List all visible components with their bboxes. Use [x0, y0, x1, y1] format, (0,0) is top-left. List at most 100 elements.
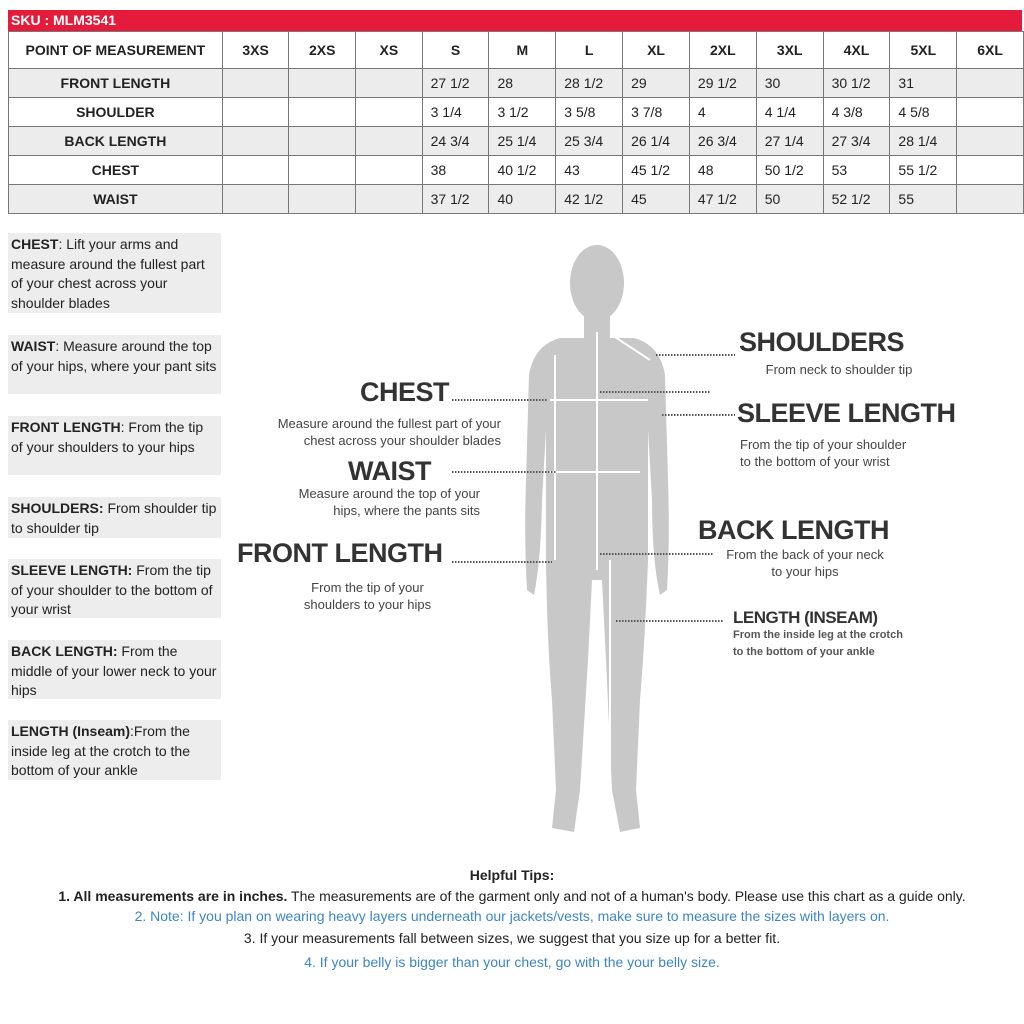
table-cell: 28: [488, 68, 557, 98]
table-cell: 25 1/4: [488, 126, 557, 156]
table-cell: 40: [488, 184, 557, 214]
note-text: : From the tip of your shoulders to your…: [11, 419, 204, 455]
note-item: LENGTH (Inseam):From the inside leg at t…: [8, 720, 221, 780]
note-item: SHOULDERS: From shoulder tip to shoulder…: [8, 497, 221, 538]
column-header: 3XL: [755, 31, 824, 69]
table-cell: 45 1/2: [622, 155, 690, 185]
table-cell: [355, 184, 423, 214]
chest-desc: Measure around the fullest part of your …: [277, 416, 501, 448]
row-label: BACK LENGTH: [8, 126, 223, 156]
back-desc: From the back of your neck to your hips: [726, 547, 884, 579]
table-cell: 47 1/2: [688, 184, 757, 214]
table-cell: [288, 68, 357, 98]
size-chart-table: POINT OF MEASUREMENT 3XS 2XS XS S M L XL 2XL 3XL 4…: [8, 31, 1024, 214]
table-cell: 3 5/8: [555, 97, 624, 127]
note-term: WAIST: [11, 338, 56, 354]
note-term: BACK LENGTH:: [11, 643, 118, 659]
note-text: From shoulder tip to shoulder tip: [11, 500, 217, 536]
note-text: From the tip of your shoulder to the bot…: [11, 562, 213, 617]
table-cell: 3 1/4: [421, 97, 490, 127]
table-cell: 26 3/4: [688, 126, 757, 156]
column-header: L: [555, 31, 624, 69]
table-cell: 24 3/4: [421, 126, 490, 156]
table-cell: 45: [622, 184, 690, 214]
front-desc: From the tip of your shoulders to your h…: [303, 580, 432, 612]
note-text: : Lift your arms and measure around the …: [11, 236, 205, 311]
column-header: POINT OF MEASUREMENT: [8, 31, 223, 69]
inseam-desc: From the inside leg at the crotch to the…: [733, 629, 903, 658]
note-text: :From the inside leg at the crotch to th…: [11, 723, 190, 778]
table-cell: [956, 126, 1024, 156]
table-cell: 4: [688, 97, 757, 127]
note-term: SHOULDERS:: [11, 500, 104, 516]
table-cell: [355, 126, 423, 156]
note-item: SLEEVE LENGTH: From the tip of your shou…: [8, 559, 221, 618]
table-cell: 26 1/4: [622, 126, 690, 156]
back-title: BACK LENGTH: [698, 515, 890, 545]
table-cell: [956, 97, 1024, 127]
waist-title: WAIST: [348, 456, 432, 486]
column-header: XL: [622, 31, 690, 69]
sleeve-desc: From the tip of your shoulder to the bot…: [740, 437, 907, 469]
table-cell: 50: [755, 184, 824, 214]
note-term: LENGTH (Inseam): [11, 723, 131, 739]
inseam-title: LENGTH (INSEAM): [733, 608, 878, 627]
table-row: CHEST 38 40 1/2 43 45 1/2 48 50 1/2 53 55 1/2: [8, 155, 1024, 185]
waist-desc: Measure around the top of your hips, whe…: [298, 486, 480, 518]
note-text: : Measure around the top of your hips, w…: [11, 338, 217, 374]
tips-title: Helpful Tips:: [469, 867, 555, 883]
table-cell: [221, 68, 290, 98]
table-cell: [288, 184, 357, 214]
chest-title: CHEST: [360, 377, 450, 407]
table-cell: 29 1/2: [688, 68, 757, 98]
table-cell: 30: [755, 68, 824, 98]
table-cell: 40 1/2: [488, 155, 557, 185]
column-header: M: [488, 31, 557, 69]
column-header: S: [421, 31, 490, 69]
table-cell: [956, 155, 1024, 185]
table-cell: 27 3/4: [822, 126, 891, 156]
row-label: SHOULDER: [8, 97, 223, 127]
column-header: 5XL: [889, 31, 958, 69]
table-cell: 55 1/2: [889, 155, 958, 185]
row-label: CHEST: [8, 155, 223, 185]
column-header: 2XS: [288, 31, 357, 69]
table-header-row: POINT OF MEASUREMENT 3XS 2XS XS S M L XL 2XL 3XL 4…: [8, 31, 1024, 69]
table-cell: 4 5/8: [889, 97, 958, 127]
table-cell: [956, 68, 1024, 98]
table-cell: 28 1/2: [555, 68, 624, 98]
shoulders-title: SHOULDERS: [739, 327, 905, 357]
front-title: FRONT LENGTH: [237, 538, 443, 568]
table-cell: 42 1/2: [555, 184, 624, 214]
row-label: FRONT LENGTH: [8, 68, 223, 98]
table-cell: [956, 184, 1024, 214]
table-cell: 31: [889, 68, 958, 98]
note-text: From the middle of your lower neck to yo…: [11, 643, 217, 698]
note-item: CHEST: Lift your arms and measure around…: [8, 233, 221, 313]
table-cell: [355, 68, 423, 98]
table-cell: [221, 97, 290, 127]
shoulders-desc: From neck to shoulder tip: [765, 362, 913, 377]
note-term: FRONT LENGTH: [11, 419, 121, 435]
tip-4: 4. If your belly is bigger than your che…: [304, 954, 720, 970]
note-item: WAIST: Measure around the top of your hi…: [8, 335, 221, 394]
tip-1-bold: 1. All measurements are in inches.: [58, 888, 288, 904]
note-term: SLEEVE LENGTH:: [11, 562, 133, 578]
tip-2: 2. Note: If you plan on wearing heavy la…: [134, 908, 890, 924]
table-cell: [355, 97, 423, 127]
tip-1: 1. All measurements are in inches. The m…: [0, 888, 1024, 904]
table-cell: 48: [688, 155, 757, 185]
table-cell: 55: [889, 184, 958, 214]
column-header: 6XL: [956, 31, 1024, 69]
table-cell: 37 1/2: [421, 184, 490, 214]
table-row: WAIST 37 1/2 40 42 1/2 45 47 1/2 50 52 1/2 55: [8, 184, 1024, 214]
tip-3: 3. If your measurements fall between siz…: [243, 930, 781, 946]
table-row: BACK LENGTH 24 3/4 25 1/4 25 3/4 26 1/4 26 3/…: [8, 126, 1024, 156]
table-cell: 53: [822, 155, 891, 185]
table-row: FRONT LENGTH 27 1/2 28 28 1/2 29 29 1/2 30 30 1…: [8, 68, 1024, 98]
table-cell: [221, 126, 290, 156]
table-cell: 28 1/4: [889, 126, 958, 156]
sku-banner: SKU : MLM3541: [8, 10, 1022, 31]
table-cell: 3 7/8: [622, 97, 690, 127]
